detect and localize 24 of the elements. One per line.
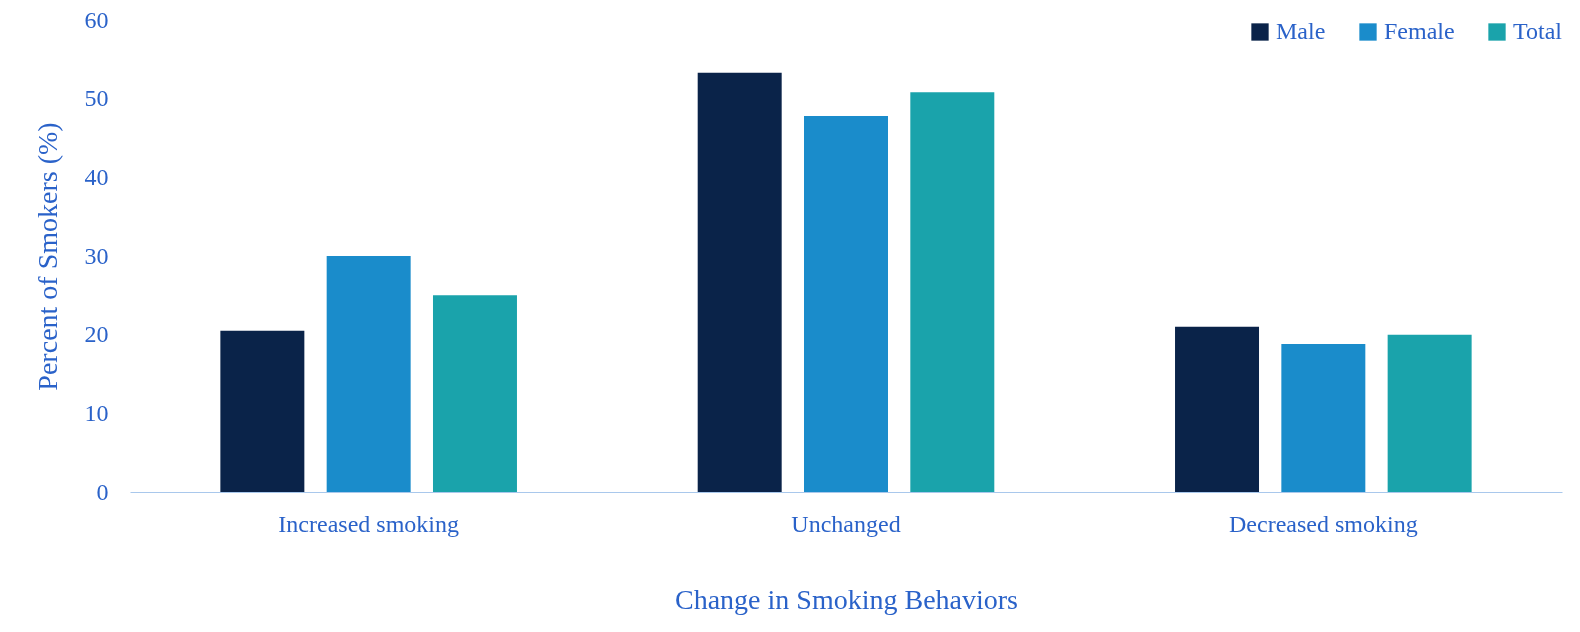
legend-label: Total: [1513, 18, 1563, 44]
y-axis-title: Percent of Smokers (%): [31, 122, 63, 391]
bar: [1387, 334, 1472, 492]
bar: [1175, 326, 1260, 492]
y-tick-label: 0: [96, 478, 109, 505]
bar: [697, 72, 782, 492]
legend-label: Female: [1384, 18, 1455, 44]
x-tick-label: Increased smoking: [278, 510, 459, 537]
bar: [432, 295, 517, 492]
y-tick-label: 40: [84, 163, 109, 190]
y-tick-label: 60: [84, 6, 109, 33]
legend-label: Male: [1276, 18, 1326, 44]
y-tick-label: 30: [84, 242, 109, 269]
bar: [220, 330, 305, 492]
x-tick-label: Unchanged: [791, 510, 901, 537]
x-axis-title: Change in Smoking Behaviors: [675, 583, 1018, 615]
x-tick-label: Decreased smoking: [1229, 510, 1418, 537]
y-tick-label: 50: [84, 85, 109, 112]
bar: [1281, 344, 1366, 492]
bar: [910, 92, 995, 492]
y-tick-label: 20: [84, 321, 109, 348]
bar: [804, 115, 888, 492]
bar: [326, 256, 411, 492]
y-tick-label: 10: [84, 399, 109, 426]
